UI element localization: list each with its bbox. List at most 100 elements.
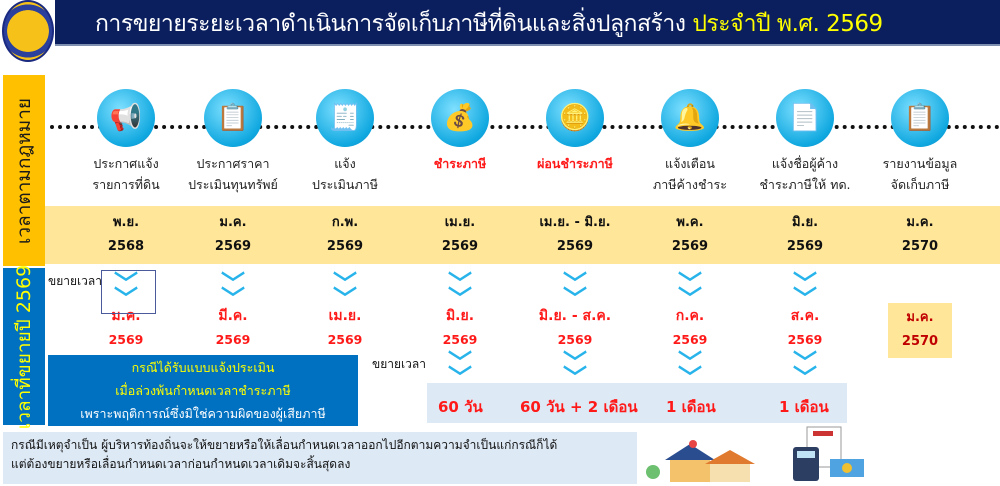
duration-1-month: 1 เดือน: [666, 398, 716, 416]
year: 2569: [556, 239, 594, 254]
legal-date: ม.ค. 2569: [173, 211, 293, 259]
duration-60-days-2-months: 60 วัน + 2 เดือน: [520, 398, 638, 416]
month: ม.ค.: [906, 215, 934, 230]
month: มิ.ย.: [791, 215, 819, 230]
extended-date: มี.ค. 2569: [168, 304, 298, 352]
selection-box: [101, 270, 156, 314]
extended-date: ก.ค. 2569: [625, 304, 755, 352]
extended-date: มิ.ย. 2569: [395, 304, 525, 352]
condition-line: เพราะพฤติการณ์ซึ่งมิใช่ความผิดของผู้เสีย…: [80, 406, 326, 421]
extended-time-label-bar: เวลาที่ขยายปี 2569: [3, 264, 45, 429]
extended-date: เม.ย. 2569: [280, 304, 410, 352]
month: พ.ค.: [676, 215, 704, 230]
month: ส.ค.: [790, 308, 820, 324]
year: 2569: [441, 239, 479, 254]
legal-date: พ.ย. 2568: [66, 211, 186, 259]
year: 2569: [786, 239, 824, 254]
month: มิ.ย.: [445, 308, 475, 324]
legal-date: ก.พ. 2569: [285, 211, 405, 259]
year: 2569: [672, 332, 708, 347]
legal-date: เม.ย. 2569: [400, 211, 520, 259]
step-label: ชำระภาษี: [433, 156, 487, 171]
money-bag-icon: 💰: [431, 89, 489, 147]
step-2: 🧾 แจ้ง ประเมินภาษี: [285, 89, 405, 195]
year: 2569: [442, 332, 478, 347]
tax-document-icon: 📄: [776, 89, 834, 147]
month: เม.ย.: [328, 308, 362, 324]
step-label: แจ้งเตือน ภาษีค้างชำระ: [653, 156, 727, 192]
month: เม.ย.: [444, 215, 476, 230]
year: 2570: [901, 239, 939, 254]
step-label: รายงานข้อมูล จัดเก็บภาษี: [882, 156, 958, 192]
year: 2569: [327, 332, 363, 347]
step-label: แจ้ง ประเมินภาษี: [312, 156, 378, 192]
condition-line: เมื่อล่วงพ้นกำหนดเวลาชำระภาษี: [115, 383, 291, 398]
month: พ.ย.: [112, 215, 140, 230]
tax-calculator-illustration: [793, 426, 864, 481]
megaphone-icon: 📢: [97, 89, 155, 147]
page-title: การขยายระยะเวลาดำเนินการจัดเก็บภาษีที่ดิ…: [95, 11, 883, 37]
legal-time-label-bar: เวลาตามกฎหมาย: [3, 75, 45, 266]
step-7: 📋 รายงานข้อมูล จัดเก็บภาษี: [860, 89, 980, 195]
legal-time-label: เวลาตามกฎหมาย: [13, 97, 35, 244]
step-label: แจ้งชื่อผู้ค้าง ชำระภาษีให้ ทด.: [759, 156, 851, 192]
legal-date: ม.ค. 2570: [860, 211, 980, 259]
house-illustration: [645, 438, 760, 484]
extended-report-date: ม.ค. 2570: [888, 303, 952, 358]
month: ม.ค.: [219, 215, 247, 230]
chevron-down-icon: ﹀ ﹀: [678, 270, 702, 313]
bell-icon: 🔔: [661, 89, 719, 147]
legal-date: พ.ค. 2569: [630, 211, 750, 259]
chevron-down-icon: ﹀ ﹀: [333, 270, 357, 313]
step-4: 🪙 ผ่อนชำระภาษี: [515, 89, 635, 174]
chevron-down-icon: ﹀ ﹀: [448, 270, 472, 313]
extended-time-label: เวลาที่ขยายปี 2569: [13, 264, 36, 429]
checklist-icon: 📋: [204, 89, 262, 147]
timeline-dotted-line: [50, 125, 1000, 129]
year: 2570: [901, 334, 939, 349]
note-line: แต่ต้องขยายหรือเลื่อนกำหนดเวลาก่อนกำหนดเ…: [11, 457, 351, 471]
condition-box: กรณีได้รับแบบแจ้งประเมิน เมื่อล่วงพ้นกำห…: [48, 355, 358, 426]
year: 2569: [108, 332, 144, 347]
extended-date: ม.ค. 2569: [61, 304, 191, 352]
header-banner: [55, 0, 1000, 46]
year: 2569: [671, 239, 709, 254]
year: 2569: [214, 239, 252, 254]
step-0: 📢 ประกาศแจ้ง รายการที่ดิน: [66, 89, 186, 195]
month: มี.ค.: [218, 308, 248, 324]
tax-form-icon: 🧾: [316, 89, 374, 147]
month: ก.ค.: [675, 308, 705, 324]
legal-dates-band: [45, 206, 1000, 264]
extended-date: มิ.ย. - ส.ค. 2569: [510, 304, 640, 352]
duration-60-days: 60 วัน: [438, 398, 483, 416]
year: 2569: [215, 332, 251, 347]
coin-hand-icon: 🪙: [546, 89, 604, 147]
year: 2569: [326, 239, 364, 254]
report-clipboard-icon: 📋: [891, 89, 949, 147]
step-6: 📄 แจ้งชื่อผู้ค้าง ชำระภาษีให้ ทด.: [745, 89, 865, 195]
extend-label: ขยายเวลา: [48, 274, 102, 288]
month: ม.ค.: [111, 308, 141, 324]
condition-line: กรณีได้รับแบบแจ้งประเมิน: [131, 360, 275, 375]
step-3: 💰 ชำระภาษี: [400, 89, 520, 174]
step-5: 🔔 แจ้งเตือน ภาษีค้างชำระ: [630, 89, 750, 195]
year: 2568: [107, 239, 145, 254]
extend-label: ขยายเวลา: [372, 357, 426, 371]
extended-date: ส.ค. 2569: [740, 304, 870, 352]
month: ม.ค.: [906, 310, 934, 325]
step-label: ผ่อนชำระภาษี: [537, 156, 613, 171]
legal-date: มิ.ย. 2569: [745, 211, 865, 259]
month: มิ.ย. - ส.ค.: [538, 308, 612, 324]
step-1: 📋 ประกาศราคา ประเมินทุนทรัพย์: [173, 89, 293, 195]
year: 2569: [787, 332, 823, 347]
note-box: กรณีมีเหตุจำเป็น ผู้บริหารท้องถิ่นจะให้ข…: [3, 432, 637, 484]
legal-date: เม.ย. - มิ.ย. 2569: [515, 211, 635, 259]
note-line: กรณีมีเหตุจำเป็น ผู้บริหารท้องถิ่นจะให้ข…: [11, 438, 558, 452]
department-logo: [2, 0, 54, 62]
duration-box: [427, 383, 847, 423]
step-label: ประกาศราคา ประเมินทุนทรัพย์: [188, 156, 278, 192]
month: เม.ย. - มิ.ย.: [539, 215, 611, 230]
chevron-down-icon: ﹀ ﹀: [563, 270, 587, 313]
year: 2569: [557, 332, 593, 347]
month: ก.พ.: [331, 215, 359, 230]
